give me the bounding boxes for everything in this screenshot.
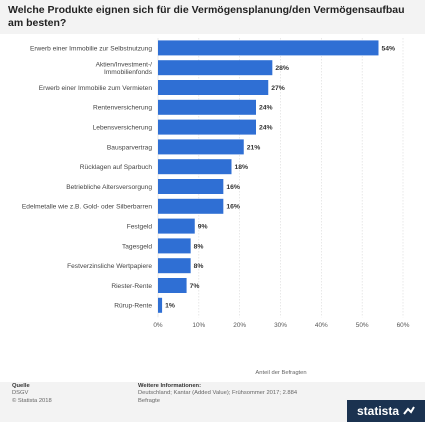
bar[interactable] — [158, 139, 244, 155]
category-label: Erwerb einer Immobilie zum Vermieten — [39, 85, 153, 92]
value-label: 24% — [259, 105, 273, 112]
value-label: 16% — [226, 204, 240, 211]
category-label: Aktien/Investment-/ — [96, 62, 153, 69]
bar[interactable] — [158, 297, 163, 313]
bar[interactable] — [158, 99, 256, 115]
value-label: 27% — [271, 85, 285, 92]
copyright-line: © Statista 2018 — [12, 397, 52, 404]
value-label: 21% — [247, 144, 261, 151]
x-tick-label: 50% — [356, 322, 369, 329]
value-label: 28% — [275, 65, 289, 72]
bar[interactable] — [158, 218, 195, 234]
x-tick-label: 40% — [315, 322, 328, 329]
info-line: Deutschland; Kantar (Added Value); Frühs… — [138, 390, 298, 397]
value-label: 7% — [190, 283, 200, 290]
brand-name: statista — [356, 404, 400, 418]
category-label: Rücklagen auf Sparbuch — [80, 164, 153, 171]
category-label: Rürup-Rente — [114, 303, 152, 310]
category-label: Festgeld — [127, 224, 153, 231]
x-tick-label: 10% — [192, 322, 205, 329]
info-line-2: Befragte — [138, 397, 160, 404]
value-label: 8% — [194, 243, 204, 250]
value-label: 54% — [382, 45, 396, 52]
statista-brand[interactable]: statista — [347, 400, 425, 422]
x-tick-label: 20% — [233, 322, 246, 329]
source-line: DSGV — [12, 390, 29, 397]
bar[interactable] — [158, 119, 256, 135]
bar[interactable] — [158, 258, 191, 274]
info-heading: Weitere Informationen: — [138, 383, 202, 389]
value-label: 18% — [235, 164, 249, 171]
category-label: Rentenversicherung — [93, 105, 152, 112]
bar[interactable] — [158, 278, 187, 293]
value-label: 24% — [259, 125, 273, 132]
bar[interactable] — [158, 80, 269, 95]
statista-logo-icon — [403, 406, 415, 415]
x-tick-label: 60% — [397, 322, 410, 329]
x-tick-label: 0% — [153, 322, 163, 329]
source-heading: Quelle — [12, 383, 30, 389]
category-label-line-2: Immobilienfonds — [104, 69, 153, 76]
value-label: 8% — [194, 263, 204, 270]
category-label: Lebensversicherung — [93, 125, 153, 132]
bar[interactable] — [158, 159, 232, 175]
value-label: 1% — [165, 303, 175, 310]
bar[interactable] — [158, 179, 224, 194]
info-block: Weitere Informationen: Deutschland; Kant… — [138, 383, 338, 405]
bar-chart: 54% Erwerb einer Immobilie zur Selbstnutz… — [0, 34, 425, 382]
bar[interactable] — [158, 40, 379, 56]
value-label: 9% — [198, 224, 208, 231]
value-label: 16% — [226, 184, 240, 191]
category-label: Erwerb einer Immobilie zur Selbstnutzung — [30, 45, 152, 52]
bar[interactable] — [158, 60, 273, 76]
x-axis-title: Anteil der Befragten — [255, 370, 306, 376]
chart-title: Welche Produkte eignen sich für die Verm… — [8, 4, 405, 29]
x-tick-label: 30% — [274, 322, 287, 329]
bar[interactable] — [158, 238, 191, 254]
category-label: Riester-Rente — [111, 283, 152, 290]
category-label: Edelmetalle wie z.B. Gold- oder Silberba… — [22, 204, 152, 211]
category-label: Tagesgeld — [122, 243, 152, 250]
category-label: Bausparvertrag — [107, 144, 152, 151]
bar[interactable] — [158, 198, 224, 214]
category-label: Betriebliche Altersversorgung — [66, 184, 152, 191]
category-label: Festverzinsliche Wertpapiere — [67, 263, 152, 270]
source-block: Quelle DSGV © Statista 2018 — [12, 383, 52, 405]
